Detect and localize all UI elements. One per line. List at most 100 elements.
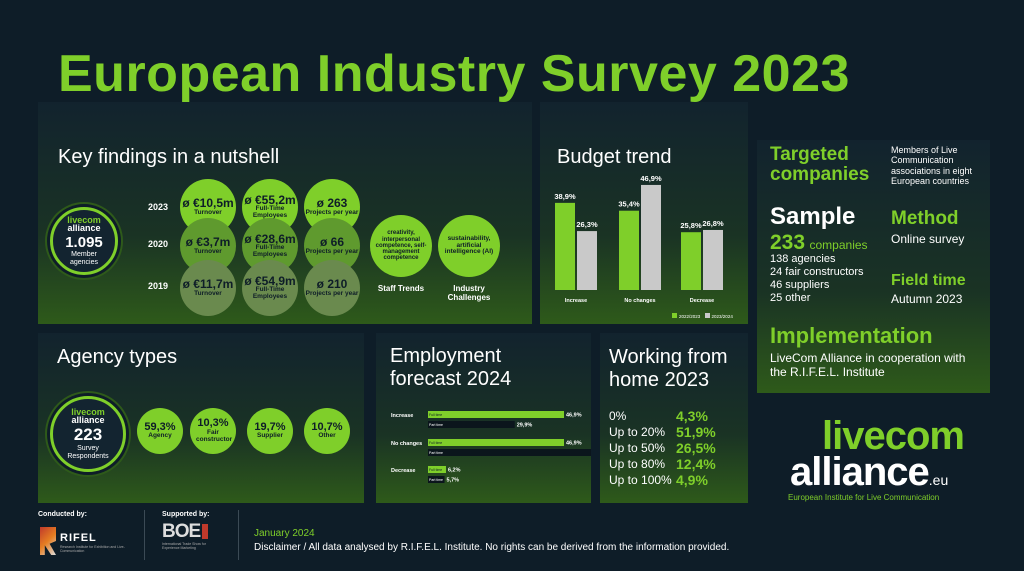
employment-bar xyxy=(428,411,565,418)
sample-heading: Sample xyxy=(770,203,856,230)
budget-legend: 2022/2023 2023/2024 xyxy=(672,313,733,319)
livecom-alliance-logo-small: livecom alliance xyxy=(71,406,105,425)
key-findings-heading: Key findings in a nutshell xyxy=(58,146,280,168)
year-2023: 2023 xyxy=(148,202,169,212)
employment-bar xyxy=(428,439,565,446)
turnover-2020: ø €3,7m Turnover xyxy=(180,218,236,274)
employment-category-label: No changes xyxy=(391,441,422,447)
employment-bar-abbrev: Full time xyxy=(429,441,442,445)
budget-bar xyxy=(641,184,661,290)
year-2019: 2019 xyxy=(148,281,169,291)
projects-2019: ø 210 Projects per year xyxy=(304,260,360,316)
employment-bar-abbrev: Part time xyxy=(429,423,443,427)
sample-item: 25 other xyxy=(770,291,811,304)
sample-item: 138 agencies xyxy=(770,253,836,265)
rifel-mark-icon xyxy=(40,527,56,555)
year-2020: 2020 xyxy=(148,239,169,249)
legend-2022: 2022/2023 xyxy=(679,314,701,319)
budget-trend-panel: Budget trend 38,9% 26,3% Increase 35,4% 46,9… xyxy=(540,102,748,324)
employment-bar xyxy=(428,421,515,428)
supported-by-label: Supported by: xyxy=(162,511,210,518)
legend-swatch-2023 xyxy=(704,313,710,318)
employment-forecast-panel: Employment forecast 2024 Increase Full ti… xyxy=(376,333,632,503)
agency-type-other: 10,7% Other xyxy=(304,408,350,454)
legend-swatch-2022 xyxy=(672,313,677,318)
method-value: Online survey xyxy=(891,232,965,246)
budget-category-label: No changes xyxy=(624,298,655,304)
employment-bar-label: 46,9% xyxy=(566,413,582,419)
budget-category-label: Increase xyxy=(565,298,587,304)
employment-bar-label: 6,2% xyxy=(448,468,461,474)
member-count: 1.095 xyxy=(65,233,103,251)
sample-item: 24 fair constructors xyxy=(770,265,864,278)
employment-bar xyxy=(428,476,445,483)
employment-bar-label: 29,9% xyxy=(517,423,533,429)
agency-type-agency: 59,3% Agency xyxy=(137,408,183,454)
budget-category-label: Decrease xyxy=(690,298,714,304)
sample-count: 233 xyxy=(770,231,806,254)
respondents-badge: livecom alliance 223 Survey Respondents xyxy=(50,396,126,472)
sample-item: 46 suppliers xyxy=(770,278,830,291)
implementation-text: LiveCom Alliance in cooperation with the… xyxy=(770,351,966,379)
budget-bar xyxy=(703,229,723,290)
footer-date: January 2024 xyxy=(254,528,315,539)
budget-bar xyxy=(619,210,639,290)
boe-logo: BOE International Trade Show for Experie… xyxy=(162,522,227,562)
employees-2020: ø €28,6m Full-Time Employees xyxy=(242,218,298,274)
employment-chart: Increase Full time 46,9% Part time 29,9% No c… xyxy=(376,333,632,503)
legend-2023: 2023/2024 xyxy=(711,314,733,319)
employment-bar-abbrev: Full time xyxy=(429,468,442,472)
footer-disclaimer: Disclaimer / All data analysed by R.I.F.… xyxy=(254,542,730,553)
budget-bar xyxy=(681,232,701,290)
livecom-alliance-logo-small: livecom alliance xyxy=(67,214,101,233)
wfh-heading: Working from home 2023 xyxy=(609,346,728,391)
budget-bar xyxy=(577,231,597,290)
page-title: European Industry Survey 2023 xyxy=(58,45,850,103)
survey-info-panel: Targeted companies Members of Live Commu… xyxy=(757,140,990,393)
employment-category-label: Increase xyxy=(391,413,413,419)
member-label: Member agencies xyxy=(69,250,99,266)
budget-chart-svg: 38,9% 26,3% Increase 35,4% 46,9% No changes 25… xyxy=(554,174,724,304)
conducted-by-label: Conducted by: xyxy=(38,511,87,518)
agency-types-panel: Agency types livecom alliance 223 Survey… xyxy=(38,333,364,503)
employment-bar-label: 46,9% xyxy=(566,441,582,447)
boe-accent-icon xyxy=(202,524,208,539)
employment-heading: Employment forecast 2024 xyxy=(390,345,512,390)
method-heading: Method xyxy=(891,208,959,229)
employment-bar-abbrev: Full time xyxy=(429,413,442,417)
employment-chart-svg: Increase Full time 46,9% Part time 29,9% No c… xyxy=(391,411,632,484)
rifel-logo: RIFEL Research Institute for Exhibition … xyxy=(38,522,138,562)
member-agencies-badge: livecom alliance 1.095 Member agencies xyxy=(50,207,118,275)
agency-types-heading: Agency types xyxy=(57,346,178,368)
wfh-row: Up to 100% 4,9% xyxy=(609,472,708,488)
budget-trend-heading: Budget trend xyxy=(557,146,672,168)
sample-count-label: companies xyxy=(809,238,868,252)
staff-trends-circle: creativity, interpersonal competence, se… xyxy=(370,215,432,277)
budget-bar-label: 25,8% xyxy=(680,221,702,230)
key-findings-panel: Key findings in a nutshell livecom allia… xyxy=(38,102,532,324)
targeted-text: Members of Live Communication associatio… xyxy=(891,145,973,187)
employment-bar-abbrev: Part time xyxy=(429,478,443,482)
respondents-label: Survey Respondents xyxy=(67,444,109,460)
footer-divider xyxy=(144,510,145,560)
employees-2019: ø €54,9m Full-Time Employees xyxy=(242,260,298,316)
respondents-count: 223 xyxy=(73,424,103,444)
livecom-alliance-logo: livecom alliance.eu xyxy=(790,414,965,494)
field-time-value: Autumn 2023 xyxy=(891,292,963,306)
wfh-row: Up to 80% 12,4% xyxy=(609,456,716,472)
footer-divider xyxy=(238,510,239,560)
wfh-row: 0% 4,3% xyxy=(609,408,708,424)
wfh-table: 0% 4,3% Up to 20% 51,9% Up to 50% 26,5% Up … xyxy=(609,408,744,488)
budget-bar-label: 26,8% xyxy=(702,219,724,228)
budget-chart: 38,9% 26,3% Increase 35,4% 46,9% No changes 25… xyxy=(540,102,748,324)
employment-bar-label: 5,7% xyxy=(447,478,460,484)
budget-bar-label: 26,3% xyxy=(576,220,598,229)
employment-bar xyxy=(428,466,446,473)
turnover-2019: ø €11,7m Turnover xyxy=(180,260,236,316)
employment-category-label: Decrease xyxy=(391,468,415,474)
sample-list: 138 agencies 24 fair constructors 46 sup… xyxy=(770,253,864,305)
working-from-home-panel: Working from home 2023 0% 4,3% Up to 20% 5… xyxy=(600,333,748,503)
agency-type-supplier: 19,7% Supplier xyxy=(247,408,293,454)
targeted-heading: Targeted companies xyxy=(770,144,870,185)
budget-bar-label: 46,9% xyxy=(640,174,662,183)
